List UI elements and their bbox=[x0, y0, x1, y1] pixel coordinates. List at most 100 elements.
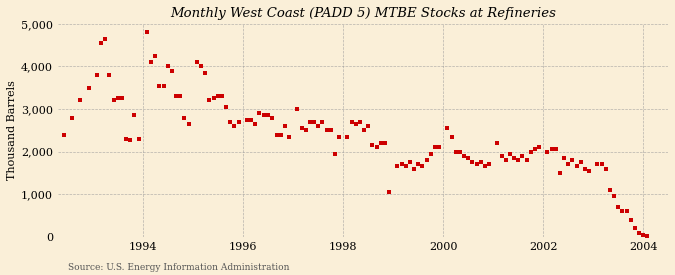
Point bbox=[559, 156, 570, 160]
Point bbox=[367, 143, 377, 147]
Point bbox=[213, 94, 223, 98]
Point bbox=[196, 64, 207, 69]
Point bbox=[234, 120, 244, 124]
Point bbox=[358, 128, 369, 133]
Point bbox=[433, 145, 444, 150]
Point bbox=[571, 164, 582, 169]
Point bbox=[321, 128, 332, 133]
Point bbox=[479, 164, 490, 169]
Point bbox=[446, 134, 457, 139]
Point bbox=[408, 166, 419, 171]
Point bbox=[146, 60, 157, 64]
Point bbox=[75, 98, 86, 103]
Point bbox=[292, 107, 302, 111]
Point bbox=[167, 68, 178, 73]
Point bbox=[441, 126, 452, 130]
Point bbox=[296, 126, 307, 130]
Point bbox=[584, 169, 595, 173]
Point bbox=[638, 232, 649, 237]
Point bbox=[159, 83, 169, 88]
Point bbox=[458, 154, 469, 158]
Point bbox=[642, 234, 653, 238]
Point bbox=[483, 162, 494, 167]
Point bbox=[263, 113, 273, 118]
Point bbox=[100, 37, 111, 41]
Text: Source: U.S. Energy Information Administration: Source: U.S. Energy Information Administ… bbox=[68, 263, 289, 272]
Point bbox=[529, 147, 540, 152]
Point bbox=[259, 113, 269, 118]
Point bbox=[179, 115, 190, 120]
Point bbox=[462, 156, 473, 160]
Point bbox=[67, 115, 78, 120]
Point bbox=[246, 117, 257, 122]
Point bbox=[92, 73, 103, 77]
Point bbox=[304, 120, 315, 124]
Point bbox=[534, 145, 545, 150]
Point bbox=[625, 218, 636, 222]
Point bbox=[629, 226, 640, 230]
Point bbox=[354, 120, 365, 124]
Point bbox=[362, 124, 373, 128]
Point bbox=[596, 162, 607, 167]
Point bbox=[634, 231, 645, 235]
Point bbox=[379, 141, 390, 145]
Point bbox=[613, 205, 624, 209]
Point bbox=[600, 166, 611, 171]
Point bbox=[325, 128, 336, 133]
Point bbox=[563, 162, 574, 167]
Point bbox=[466, 160, 477, 164]
Point bbox=[350, 122, 361, 126]
Point bbox=[333, 134, 344, 139]
Point bbox=[284, 134, 294, 139]
Point bbox=[242, 117, 252, 122]
Point bbox=[504, 152, 515, 156]
Point bbox=[279, 124, 290, 128]
Point bbox=[163, 64, 173, 69]
Point bbox=[229, 124, 240, 128]
Point bbox=[329, 152, 340, 156]
Point bbox=[375, 141, 386, 145]
Point bbox=[125, 138, 136, 142]
Point bbox=[512, 158, 523, 162]
Point bbox=[84, 86, 95, 90]
Point bbox=[267, 115, 277, 120]
Point bbox=[491, 141, 502, 145]
Point bbox=[150, 54, 161, 58]
Point bbox=[204, 98, 215, 103]
Point bbox=[200, 71, 211, 75]
Point bbox=[471, 162, 482, 167]
Point bbox=[550, 147, 561, 152]
Point bbox=[609, 194, 620, 199]
Point bbox=[59, 132, 70, 137]
Point bbox=[117, 96, 128, 101]
Point bbox=[575, 160, 586, 164]
Point bbox=[475, 160, 486, 164]
Point bbox=[96, 41, 107, 45]
Point bbox=[500, 158, 511, 162]
Point bbox=[396, 162, 407, 167]
Point bbox=[104, 73, 115, 77]
Point bbox=[171, 94, 182, 98]
Point bbox=[454, 149, 465, 154]
Point bbox=[421, 158, 432, 162]
Point bbox=[425, 152, 436, 156]
Point bbox=[113, 96, 124, 101]
Point bbox=[209, 96, 219, 101]
Point bbox=[342, 134, 352, 139]
Point bbox=[450, 150, 461, 155]
Point bbox=[554, 171, 565, 175]
Point bbox=[221, 105, 232, 109]
Point bbox=[109, 98, 119, 103]
Title: Monthly West Coast (PADD 5) MTBE Stocks at Refineries: Monthly West Coast (PADD 5) MTBE Stocks … bbox=[170, 7, 556, 20]
Point bbox=[142, 30, 153, 35]
Point bbox=[192, 60, 202, 64]
Point bbox=[275, 132, 286, 137]
Point bbox=[541, 149, 552, 154]
Point bbox=[412, 162, 423, 167]
Point bbox=[371, 145, 382, 150]
Point bbox=[416, 164, 427, 169]
Point bbox=[509, 156, 520, 160]
Point bbox=[217, 94, 227, 98]
Point bbox=[175, 94, 186, 98]
Point bbox=[592, 162, 603, 167]
